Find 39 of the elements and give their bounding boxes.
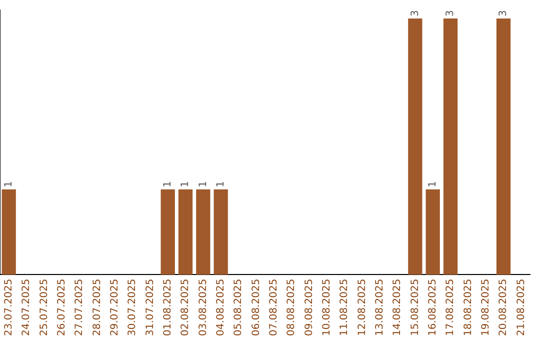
x-tick-label: 10.08.2025 (321, 278, 332, 336)
x-tick-label: 06.08.2025 (250, 278, 262, 336)
data-label: 1 (162, 180, 174, 188)
data-label: 1 (198, 180, 209, 188)
x-tick-label: 17.08.2025 (445, 278, 456, 336)
x-tick-label: 07.08.2025 (268, 278, 280, 336)
x-tick-label: 28.07.2025 (92, 278, 103, 336)
x-tick-label: 27.07.2025 (74, 278, 86, 336)
x-tick-label: 01.08.2025 (162, 278, 174, 336)
data-label: 1 (3, 180, 14, 188)
x-tick-label: 23.07.2025 (3, 278, 14, 336)
data-label: 3 (410, 10, 421, 17)
x-tick-label: 16.08.2025 (427, 278, 438, 336)
data-label: 1 (215, 180, 226, 188)
x-tick-label: 19.08.2025 (480, 278, 492, 336)
x-tick-label: 26.07.2025 (56, 278, 68, 336)
x-tick-label: 21.08.2025 (516, 278, 527, 336)
x-tick-label: 04.08.2025 (215, 278, 226, 336)
x-tick-label: 05.08.2025 (233, 278, 244, 336)
x-tick-label: 31.07.2025 (144, 278, 156, 336)
data-label: 3 (498, 10, 510, 17)
x-tick-label: 11.08.2025 (339, 278, 350, 336)
x-tick-label: 24.07.2025 (21, 278, 32, 336)
x-tick-label: 03.08.2025 (198, 278, 209, 336)
data-label: 3 (445, 10, 456, 17)
x-tick-label: 13.08.2025 (374, 278, 386, 336)
x-tick-label: 12.08.2025 (356, 278, 368, 336)
x-tick-label: 14.08.2025 (392, 278, 404, 336)
x-tick-label: 08.08.2025 (286, 278, 298, 336)
x-tick-label: 20.08.2025 (498, 278, 510, 336)
data-label: 1 (180, 180, 192, 188)
x-tick-label: 15.08.2025 (410, 278, 421, 336)
x-tick-label: 09.08.2025 (304, 278, 315, 336)
x-tick-label: 25.07.2025 (38, 278, 50, 336)
data-label: 1 (427, 180, 438, 188)
x-tick-label: 30.07.2025 (127, 278, 138, 336)
x-tick-label: 02.08.2025 (180, 278, 192, 336)
x-tick-label: 29.07.2025 (109, 278, 120, 336)
x-tick-label: 18.08.2025 (462, 278, 474, 336)
